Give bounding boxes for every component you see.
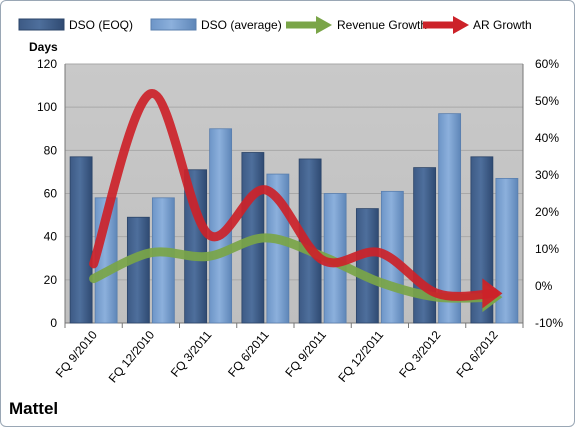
bar-dso-average	[495, 177, 519, 324]
y2-tick-label: 40%	[535, 131, 559, 145]
ar-growth-legend-arrowhead	[453, 16, 469, 34]
y2-tick-label: 10%	[535, 242, 559, 256]
x-tick-label: FQ 6/2011	[225, 328, 272, 380]
x-tick-label: FQ 12/2010	[106, 328, 158, 386]
x-tick-label: FQ 3/2012	[396, 328, 443, 381]
legend-label-revenue-growth: Revenue Growth	[337, 18, 427, 32]
bar-dso-eoq	[69, 156, 93, 324]
bar-dso-eoq	[184, 169, 208, 324]
revenue-growth-legend-arrowhead	[316, 16, 332, 34]
revenue-growth-line	[89, 233, 499, 303]
x-tick-label: FQ 12/2011	[335, 328, 386, 385]
bar-dso-eoq	[470, 156, 494, 324]
bar-dso-average	[438, 113, 462, 324]
y2-tick-label: -10%	[535, 316, 563, 330]
legend-label-dso-eoq: DSO (EOQ)	[69, 18, 133, 32]
y2-tick-label: 50%	[535, 94, 559, 108]
legend-swatch-dso-average	[150, 18, 197, 31]
legend-label-ar-growth: AR Growth	[473, 18, 532, 32]
legend-label-dso-average: DSO (average)	[201, 18, 282, 32]
y2-tick-label: 60%	[535, 57, 559, 71]
y-tick-label: 0	[50, 316, 57, 330]
x-tick-label: FQ 6/2012	[454, 328, 501, 381]
legend-swatch-dso-eoq	[18, 18, 65, 31]
y-tick-label: 120	[37, 57, 57, 71]
y-tick-label: 40	[44, 230, 58, 244]
y-tick-label: 60	[44, 187, 58, 201]
bar-dso-average	[151, 197, 175, 324]
x-tick-label: FQ 9/2010	[53, 328, 100, 381]
y-axis-title: Days	[29, 40, 58, 54]
y2-tick-label: 30%	[535, 168, 559, 182]
bar-dso-eoq	[355, 208, 379, 324]
y2-tick-label: 20%	[535, 205, 559, 219]
y2-tick-label: 0%	[535, 279, 553, 293]
bar-dso-eoq	[126, 216, 150, 324]
y-tick-label: 100	[37, 100, 57, 114]
y-tick-label: 80	[44, 143, 58, 157]
ar-growth-arrowhead	[482, 278, 503, 309]
company-label: Mattel	[9, 399, 59, 418]
x-tick-label: FQ 9/2011	[282, 328, 329, 380]
y-tick-label: 20	[44, 273, 58, 287]
x-tick-label: FQ 3/2011	[168, 328, 215, 380]
